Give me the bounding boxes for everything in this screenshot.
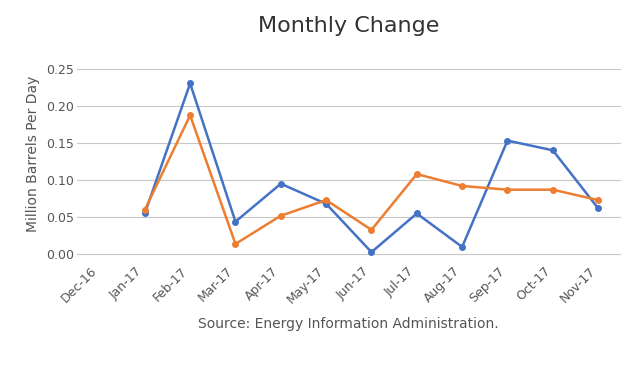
Y-axis label: Million Barrels Per Day: Million Barrels Per Day [26, 76, 40, 232]
Shale [458, 184, 466, 188]
Title: Monthly Change: Monthly Change [258, 16, 440, 36]
X-axis label: Source: Energy Information Administration.: Source: Energy Information Administratio… [198, 317, 499, 331]
Shale [549, 187, 557, 192]
Lower-48 [549, 148, 557, 152]
Shale [367, 228, 375, 232]
Shale [595, 198, 602, 203]
Lower-48 [458, 244, 466, 249]
Shale [141, 208, 148, 212]
Line: Shale: Shale [142, 112, 601, 247]
Lower-48 [504, 138, 511, 143]
Lower-48 [141, 211, 148, 216]
Shale [232, 242, 239, 246]
Lower-48 [367, 250, 375, 254]
Shale [413, 172, 420, 176]
Shale [277, 213, 285, 218]
Lower-48 [277, 181, 285, 186]
Shale [186, 113, 194, 118]
Shale [323, 198, 330, 203]
Shale [504, 187, 511, 192]
Lower-48 [232, 219, 239, 224]
Line: Lower-48: Lower-48 [142, 80, 601, 255]
Lower-48 [186, 81, 194, 86]
Lower-48 [413, 211, 420, 216]
Lower-48 [323, 201, 330, 206]
Lower-48 [595, 206, 602, 211]
